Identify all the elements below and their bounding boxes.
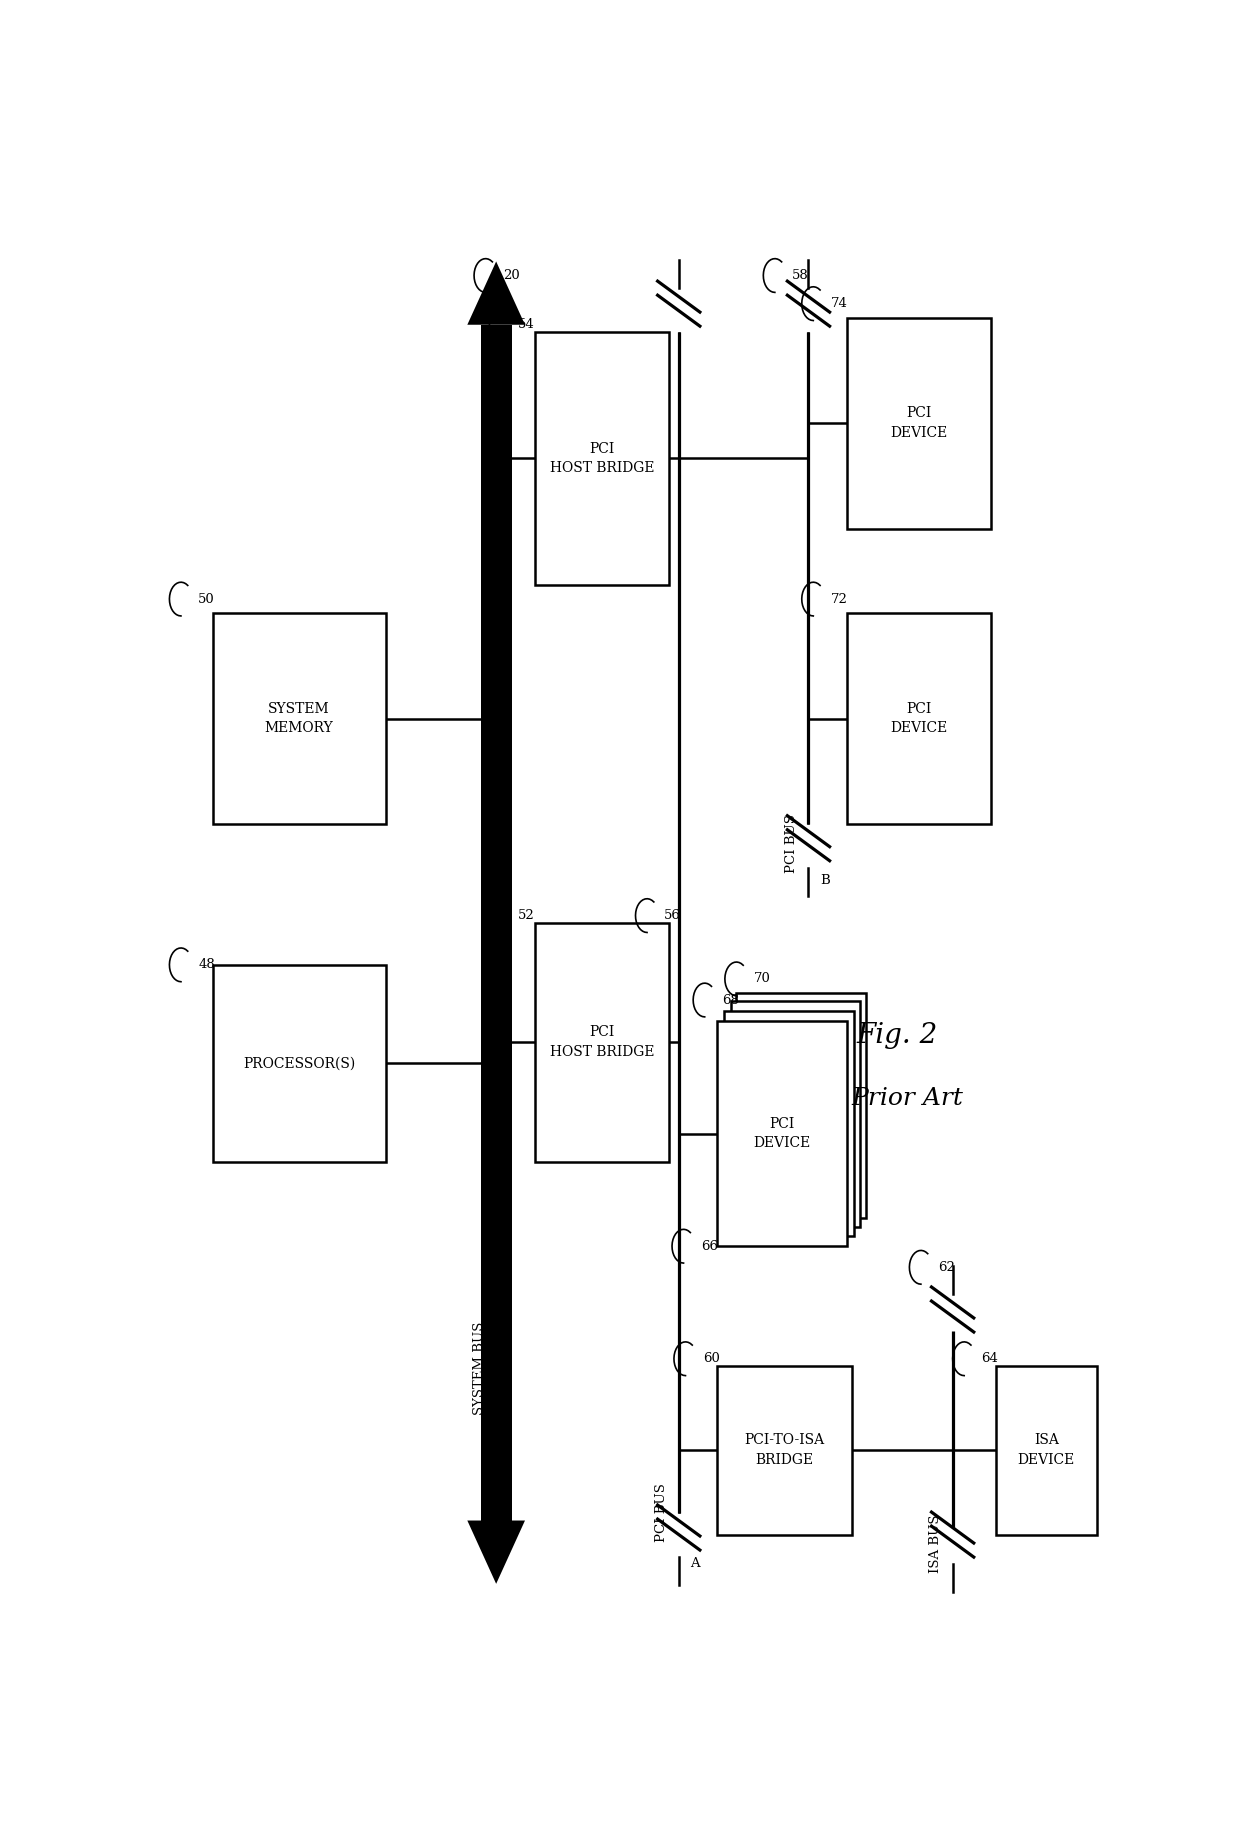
Text: SYSTEM BUS: SYSTEM BUS [474,1321,486,1414]
Text: 56: 56 [665,910,681,923]
Text: 48: 48 [198,959,215,972]
Text: PCI
DEVICE: PCI DEVICE [754,1116,811,1151]
Text: 54: 54 [518,318,534,331]
Bar [481,325,512,1520]
Text: SYSTEM
MEMORY: SYSTEM MEMORY [265,702,334,736]
Text: 68: 68 [722,994,739,1007]
Text: PCI
HOST BRIDGE: PCI HOST BRIDGE [549,1025,655,1060]
Bar [724,1012,853,1237]
Text: 66: 66 [701,1241,718,1253]
Text: 74: 74 [831,298,847,311]
Text: PCI BUS: PCI BUS [655,1484,668,1542]
Bar [717,1021,847,1246]
Polygon shape [467,261,525,325]
Text: 50: 50 [198,592,215,605]
Text: ISA BUS: ISA BUS [929,1515,942,1573]
Text: 60: 60 [703,1352,719,1365]
Text: 62: 62 [939,1261,955,1273]
Polygon shape [467,1520,525,1584]
Text: 70: 70 [754,972,770,985]
Text: PCI
HOST BRIDGE: PCI HOST BRIDGE [549,442,655,475]
Text: 72: 72 [831,592,847,605]
Text: PROCESSOR(S): PROCESSOR(S) [243,1056,356,1071]
Text: PCI BUS: PCI BUS [785,815,797,873]
Bar [213,965,386,1162]
Bar [213,614,386,824]
Bar [534,923,670,1162]
Text: 52: 52 [518,910,534,923]
Bar [847,318,991,528]
Text: 58: 58 [792,269,808,281]
Text: Prior Art: Prior Art [852,1087,963,1111]
Text: ISA
DEVICE: ISA DEVICE [1018,1434,1075,1467]
Text: PCI
DEVICE: PCI DEVICE [890,406,947,440]
Text: PCI-TO-ISA
BRIDGE: PCI-TO-ISA BRIDGE [744,1434,825,1467]
Bar [737,994,866,1219]
Text: A: A [691,1557,699,1569]
Bar [534,333,670,585]
Text: 20: 20 [503,269,520,281]
Text: Fig. 2: Fig. 2 [857,1021,937,1049]
Bar [717,1367,852,1535]
Text: 64: 64 [982,1352,998,1365]
Text: B: B [820,875,830,888]
Bar [847,614,991,824]
Bar [996,1367,1096,1535]
Bar [730,1001,861,1226]
Text: PCI
DEVICE: PCI DEVICE [890,702,947,736]
